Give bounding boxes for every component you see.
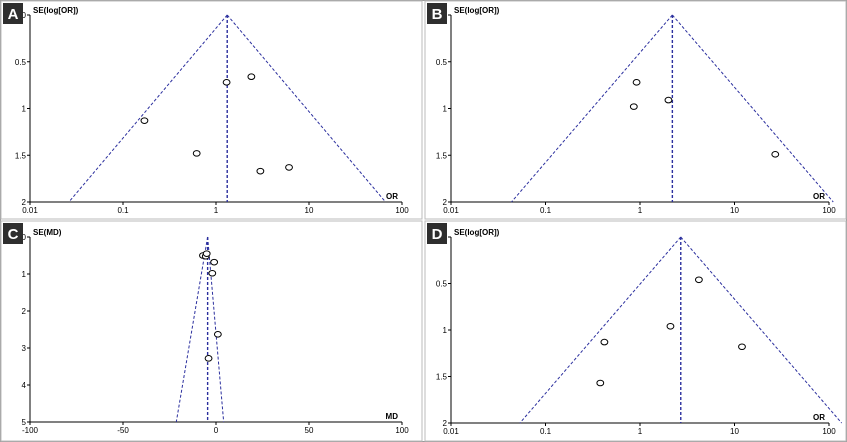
panel-badge bbox=[427, 223, 447, 244]
study-point bbox=[771, 151, 780, 158]
study-point bbox=[738, 343, 746, 351]
funnel-right-limit bbox=[671, 14, 834, 203]
x-tick-label: 0.01 bbox=[22, 206, 38, 215]
x-tick-label: 100 bbox=[822, 427, 836, 436]
study-point bbox=[256, 167, 265, 175]
study-point bbox=[204, 355, 213, 362]
panel-badge-label: C bbox=[8, 226, 19, 243]
funnel-right-limit bbox=[207, 236, 225, 423]
y-tick-label: 0 bbox=[22, 233, 27, 242]
y-tick-label: 1.5 bbox=[436, 151, 448, 160]
panel-frame bbox=[0, 0, 423, 220]
y-tick-label: 1.5 bbox=[15, 151, 27, 160]
study-point bbox=[285, 164, 293, 171]
x-tick-label: 0.01 bbox=[443, 427, 459, 436]
x-tick-label: 100 bbox=[822, 206, 836, 215]
study-point bbox=[213, 331, 222, 338]
x-tick-label: 10 bbox=[730, 427, 739, 436]
y-tick-label: 0.5 bbox=[436, 280, 448, 289]
y-tick-label: 5 bbox=[22, 418, 27, 427]
study-point bbox=[192, 150, 201, 157]
x-tick-label: -100 bbox=[22, 426, 39, 435]
x-tick-label: 100 bbox=[395, 206, 409, 215]
funnel-left-limit bbox=[68, 14, 228, 203]
funnel-left-limit bbox=[519, 236, 682, 424]
x-tick-label: 50 bbox=[305, 426, 314, 435]
x-tick-label: 0.1 bbox=[117, 206, 129, 215]
study-point bbox=[208, 269, 217, 277]
x-tick-label: 10 bbox=[305, 206, 314, 215]
study-point bbox=[202, 250, 211, 257]
y-axis-label: SE(log[OR]) bbox=[33, 6, 79, 15]
x-tick-label: 0.1 bbox=[540, 206, 552, 215]
study-point bbox=[694, 276, 703, 284]
x-tick-label: 1 bbox=[638, 427, 643, 436]
panel-frame bbox=[424, 0, 847, 220]
x-tick-label: 0.01 bbox=[443, 206, 459, 215]
y-tick-label: 1.5 bbox=[436, 373, 448, 382]
panel-frame bbox=[0, 220, 423, 442]
study-point bbox=[210, 258, 219, 266]
panel-badge bbox=[3, 223, 23, 244]
panel-badge bbox=[427, 3, 447, 24]
panel-badge bbox=[3, 3, 23, 24]
y-tick-label: 2 bbox=[22, 198, 27, 207]
y-tick-label: 1 bbox=[443, 105, 448, 114]
study-point bbox=[666, 322, 675, 330]
y-tick-label: 2 bbox=[443, 419, 448, 428]
panel-frame bbox=[424, 220, 847, 442]
y-tick-label: 0.5 bbox=[436, 58, 448, 67]
panel-badge-label: D bbox=[432, 226, 443, 243]
y-tick-label: 1 bbox=[22, 105, 27, 114]
panel-badge-label: A bbox=[8, 6, 19, 23]
panel-a: 0 0.5 1 1.5 20.01 0.1 1 10 100 SE(log[OR]) OR A bbox=[0, 0, 423, 220]
study-point bbox=[222, 79, 231, 86]
y-tick-label: 0.5 bbox=[15, 58, 27, 67]
x-tick-label: 100 bbox=[395, 426, 409, 435]
study-point bbox=[600, 338, 609, 346]
funnel-right-limit bbox=[226, 14, 386, 203]
study-point bbox=[632, 79, 641, 86]
x-tick-label: 10 bbox=[730, 206, 739, 215]
panel-c: 0 1 2 3 4 5-100 -50 0 50 100 SE(MD) MD C bbox=[0, 220, 423, 442]
y-tick-label: 2 bbox=[22, 307, 27, 316]
x-tick-label: 0.1 bbox=[540, 427, 552, 436]
study-point bbox=[629, 103, 638, 110]
x-tick-label: 1 bbox=[214, 206, 219, 215]
study-point bbox=[596, 379, 605, 387]
x-axis-label: OR bbox=[813, 413, 825, 422]
y-tick-label: 1 bbox=[443, 326, 448, 335]
x-tick-label: 1 bbox=[638, 206, 643, 215]
y-tick-label: 1 bbox=[22, 270, 27, 279]
study-point bbox=[247, 73, 256, 81]
x-tick-label: -50 bbox=[117, 426, 129, 435]
y-tick-label: 0 bbox=[22, 11, 27, 20]
x-axis-label: OR bbox=[813, 192, 825, 201]
y-tick-label: 2 bbox=[443, 198, 448, 207]
panel-badge-label: B bbox=[432, 6, 443, 23]
x-tick-label: 0 bbox=[214, 426, 219, 435]
funnel-left-limit bbox=[511, 14, 673, 203]
y-axis-label: SE(log[OR]) bbox=[454, 228, 500, 237]
y-axis-label: SE(MD) bbox=[33, 228, 62, 237]
study-point bbox=[140, 117, 149, 124]
study-point bbox=[664, 96, 673, 104]
y-axis-label: SE(log[OR]) bbox=[454, 6, 500, 15]
x-axis-label: OR bbox=[386, 192, 398, 201]
x-axis-label: MD bbox=[386, 412, 399, 421]
y-tick-label: 3 bbox=[22, 344, 27, 353]
funnel-right-limit bbox=[680, 236, 843, 424]
funnel-left-limit bbox=[175, 236, 209, 423]
y-tick-label: 4 bbox=[22, 381, 27, 390]
